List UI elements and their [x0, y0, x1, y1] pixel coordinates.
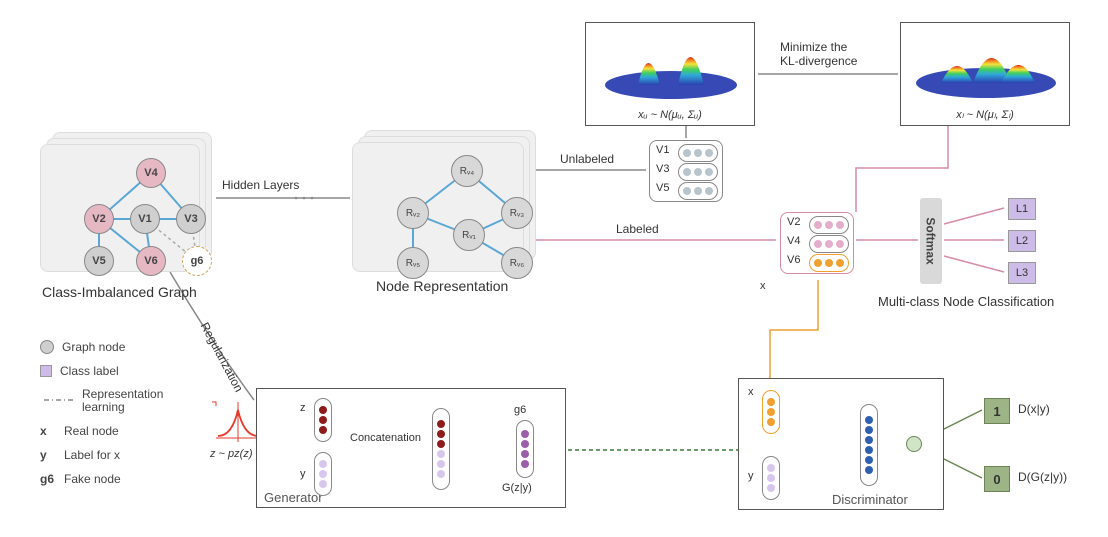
disc-y-label: y	[748, 470, 754, 482]
disc-out-0-label: D(G(z|y))	[1018, 470, 1067, 484]
graph-node: V2	[84, 204, 114, 234]
disc-out-1-label: D(x|y)	[1018, 402, 1050, 416]
graph-node-fake: g6	[182, 246, 212, 276]
softmax-block: Softmax	[920, 198, 942, 284]
row-name: V4	[787, 235, 800, 247]
legend-item: yLabel for x	[40, 446, 163, 464]
x-label: x	[760, 280, 766, 292]
unlabeled-label: Unlabeled	[560, 152, 614, 166]
noise-label: z ~ pz(z)	[210, 448, 252, 460]
row-name: V3	[656, 163, 669, 175]
graph-edges	[41, 145, 201, 273]
row-name: V5	[656, 182, 669, 194]
classification-caption: Multi-class Node Classification	[878, 294, 1054, 309]
kl-surface-right: xₗ ~ N(μₗ, Σₗ)	[900, 22, 1070, 126]
row-name: V2	[787, 216, 800, 228]
y-label: y	[300, 468, 306, 480]
disc-x-pill	[762, 390, 780, 434]
repr-node: Rᵥ₂	[397, 197, 429, 229]
graph-node: V3	[176, 204, 206, 234]
surface-icon	[586, 23, 756, 103]
dot-icon	[40, 340, 54, 354]
feature-pill	[678, 163, 718, 181]
feature-pill	[809, 216, 849, 234]
legend-item: xReal node	[40, 422, 163, 440]
repr-panel-stack: Rᵥ₄ Rᵥ₂ Rᵥ₁ Rᵥ₃ Rᵥ₅ Rᵥ₆	[352, 130, 536, 272]
repr-node: Rᵥ₃	[501, 197, 533, 229]
legend-item: Representation learning	[40, 386, 163, 416]
labeled-box: V2 V4 V6	[780, 212, 854, 274]
regularization-label: Regularization	[198, 320, 246, 394]
repr-node: Rᵥ₅	[397, 247, 429, 279]
graph-node: V5	[84, 246, 114, 276]
kl-surface-left: xᵤ ~ N(μᵤ, Σᵤ)	[585, 22, 755, 126]
class-label: L3	[1008, 262, 1036, 284]
disc-y-pill	[762, 456, 780, 500]
gout-label: G(z|y)	[502, 482, 532, 494]
class-label: L2	[1008, 230, 1036, 252]
repr-node: Rᵥ₄	[451, 155, 483, 187]
y-pill	[314, 452, 332, 496]
g6-label: g6	[514, 404, 526, 416]
feature-pill	[809, 235, 849, 253]
repr-node: Rᵥ₁	[453, 219, 485, 251]
kl-caption-left: xᵤ ~ N(μᵤ, Σᵤ)	[586, 109, 754, 121]
disc-out-1: 1	[984, 398, 1010, 424]
surface-icon	[901, 23, 1071, 103]
z-pill	[314, 398, 332, 442]
kl-label: Minimize the KL-divergence	[780, 40, 857, 68]
hidden-layers-label: Hidden Layers	[222, 178, 299, 192]
concat-pill	[432, 408, 450, 490]
feature-pill	[809, 254, 849, 272]
legend-item: Class label	[40, 362, 163, 380]
disc-out-node	[906, 436, 922, 452]
graph-node: V6	[136, 246, 166, 276]
repr-edges	[353, 143, 525, 273]
repr-node: Rᵥ₆	[501, 247, 533, 279]
repr-caption: Node Representation	[376, 278, 508, 294]
disc-x-label: x	[748, 386, 754, 398]
feature-pill	[678, 144, 718, 162]
row-name: V1	[656, 144, 669, 156]
generator-label: Generator	[264, 490, 323, 505]
concat-label: Concatenation	[350, 432, 421, 444]
legend: Graph node Class label Representation le…	[40, 338, 163, 494]
graph-panel-stack: V4 V2 V1 V3 V5 V6 g6	[40, 132, 212, 272]
labeled-label: Labeled	[616, 222, 659, 236]
feature-pill	[678, 182, 718, 200]
graph-node: V1	[130, 204, 160, 234]
unlabeled-box: V1 V3 V5	[649, 140, 723, 202]
square-icon	[40, 365, 52, 377]
class-label: L1	[1008, 198, 1036, 220]
g6-pill	[516, 420, 534, 478]
disc-out-0: 0	[984, 466, 1010, 492]
graph-caption: Class-Imbalanced Graph	[42, 284, 197, 300]
legend-item: g6Fake node	[40, 470, 163, 488]
z-label: z	[300, 402, 306, 414]
graph-node: V4	[136, 158, 166, 188]
discriminator-label: Discriminator	[832, 492, 908, 507]
disc-mid-pill	[860, 404, 878, 486]
legend-item: Graph node	[40, 338, 163, 356]
kl-caption-right: xₗ ~ N(μₗ, Σₗ)	[901, 108, 1069, 121]
row-name: V6	[787, 254, 800, 266]
